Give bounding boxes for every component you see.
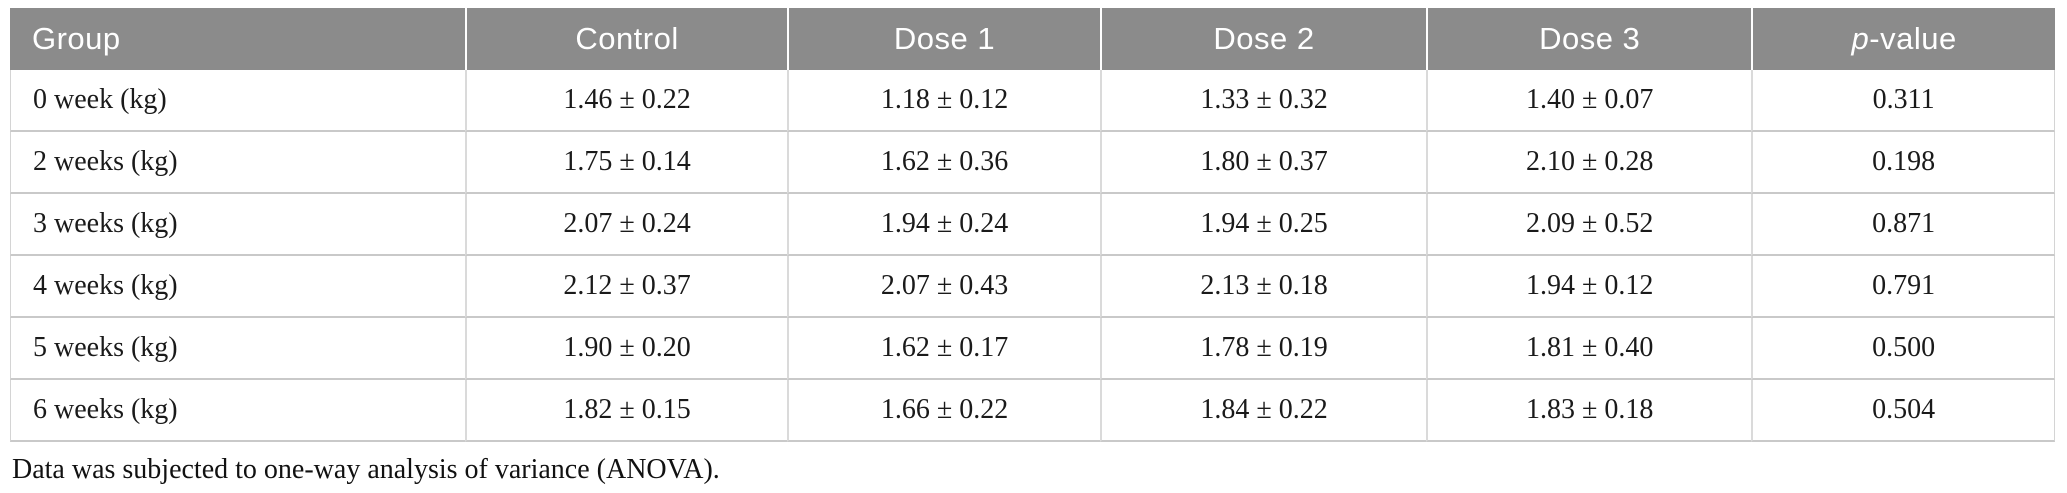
anova-results-table: Group Control Dose 1 Dose 2 Dose 3 p-val… <box>10 8 2055 442</box>
value-cell: 1.78 ± 0.19 <box>1099 318 1427 380</box>
table-row: 0 week (kg) 1.46 ± 0.22 1.18 ± 0.12 1.33… <box>10 70 2055 132</box>
value-cell: 1.18 ± 0.12 <box>787 70 1100 132</box>
p-value-cell: 0.504 <box>1751 380 2055 442</box>
table-footnote: Data was subjected to one-way analysis o… <box>12 454 720 485</box>
value-cell: 1.40 ± 0.07 <box>1426 70 1752 132</box>
p-value-cell: 0.311 <box>1751 70 2055 132</box>
p-value-cell: 0.871 <box>1751 194 2055 256</box>
table-row: 2 weeks (kg) 1.75 ± 0.14 1.62 ± 0.36 1.8… <box>10 132 2055 194</box>
value-cell: 1.81 ± 0.40 <box>1426 318 1752 380</box>
value-cell: 1.66 ± 0.22 <box>787 380 1100 442</box>
p-value-cell: 0.500 <box>1751 318 2055 380</box>
row-label: 4 weeks (kg) <box>10 256 465 318</box>
p-value-rest: -value <box>1869 21 1957 56</box>
value-cell: 2.10 ± 0.28 <box>1426 132 1752 194</box>
value-cell: 1.83 ± 0.18 <box>1426 380 1752 442</box>
table-row: 4 weeks (kg) 2.12 ± 0.37 2.07 ± 0.43 2.1… <box>10 256 2055 318</box>
value-cell: 1.90 ± 0.20 <box>465 318 788 380</box>
row-label: 6 weeks (kg) <box>10 380 465 442</box>
table-row: 6 weeks (kg) 1.82 ± 0.15 1.66 ± 0.22 1.8… <box>10 380 2055 442</box>
value-cell: 1.84 ± 0.22 <box>1099 380 1427 442</box>
value-cell: 1.62 ± 0.17 <box>787 318 1100 380</box>
col-header-p-value: p-value <box>1751 8 2055 70</box>
value-cell: 1.94 ± 0.24 <box>787 194 1100 256</box>
table-row: 3 weeks (kg) 2.07 ± 0.24 1.94 ± 0.24 1.9… <box>10 194 2055 256</box>
row-label: 2 weeks (kg) <box>10 132 465 194</box>
header-row: Group Control Dose 1 Dose 2 Dose 3 p-val… <box>10 8 2055 70</box>
row-label: 3 weeks (kg) <box>10 194 465 256</box>
value-cell: 1.94 ± 0.12 <box>1426 256 1752 318</box>
row-label: 0 week (kg) <box>10 70 465 132</box>
value-cell: 1.33 ± 0.32 <box>1099 70 1427 132</box>
value-cell: 2.09 ± 0.52 <box>1426 194 1752 256</box>
value-cell: 2.07 ± 0.43 <box>787 256 1100 318</box>
value-cell: 1.80 ± 0.37 <box>1099 132 1427 194</box>
value-cell: 2.07 ± 0.24 <box>465 194 788 256</box>
col-header-dose1: Dose 1 <box>787 8 1100 70</box>
col-header-dose2: Dose 2 <box>1099 8 1427 70</box>
value-cell: 1.46 ± 0.22 <box>465 70 788 132</box>
value-cell: 1.75 ± 0.14 <box>465 132 788 194</box>
value-cell: 1.82 ± 0.15 <box>465 380 788 442</box>
table-row: 5 weeks (kg) 1.90 ± 0.20 1.62 ± 0.17 1.7… <box>10 318 2055 380</box>
value-cell: 2.13 ± 0.18 <box>1099 256 1427 318</box>
col-header-control: Control <box>465 8 788 70</box>
value-cell: 1.62 ± 0.36 <box>787 132 1100 194</box>
row-label: 5 weeks (kg) <box>10 318 465 380</box>
value-cell: 1.94 ± 0.25 <box>1099 194 1427 256</box>
value-cell: 2.12 ± 0.37 <box>465 256 788 318</box>
p-value-italic-p: p <box>1851 21 1870 56</box>
p-value-cell: 0.791 <box>1751 256 2055 318</box>
p-value-cell: 0.198 <box>1751 132 2055 194</box>
col-header-group: Group <box>10 8 465 70</box>
col-header-dose3: Dose 3 <box>1426 8 1752 70</box>
